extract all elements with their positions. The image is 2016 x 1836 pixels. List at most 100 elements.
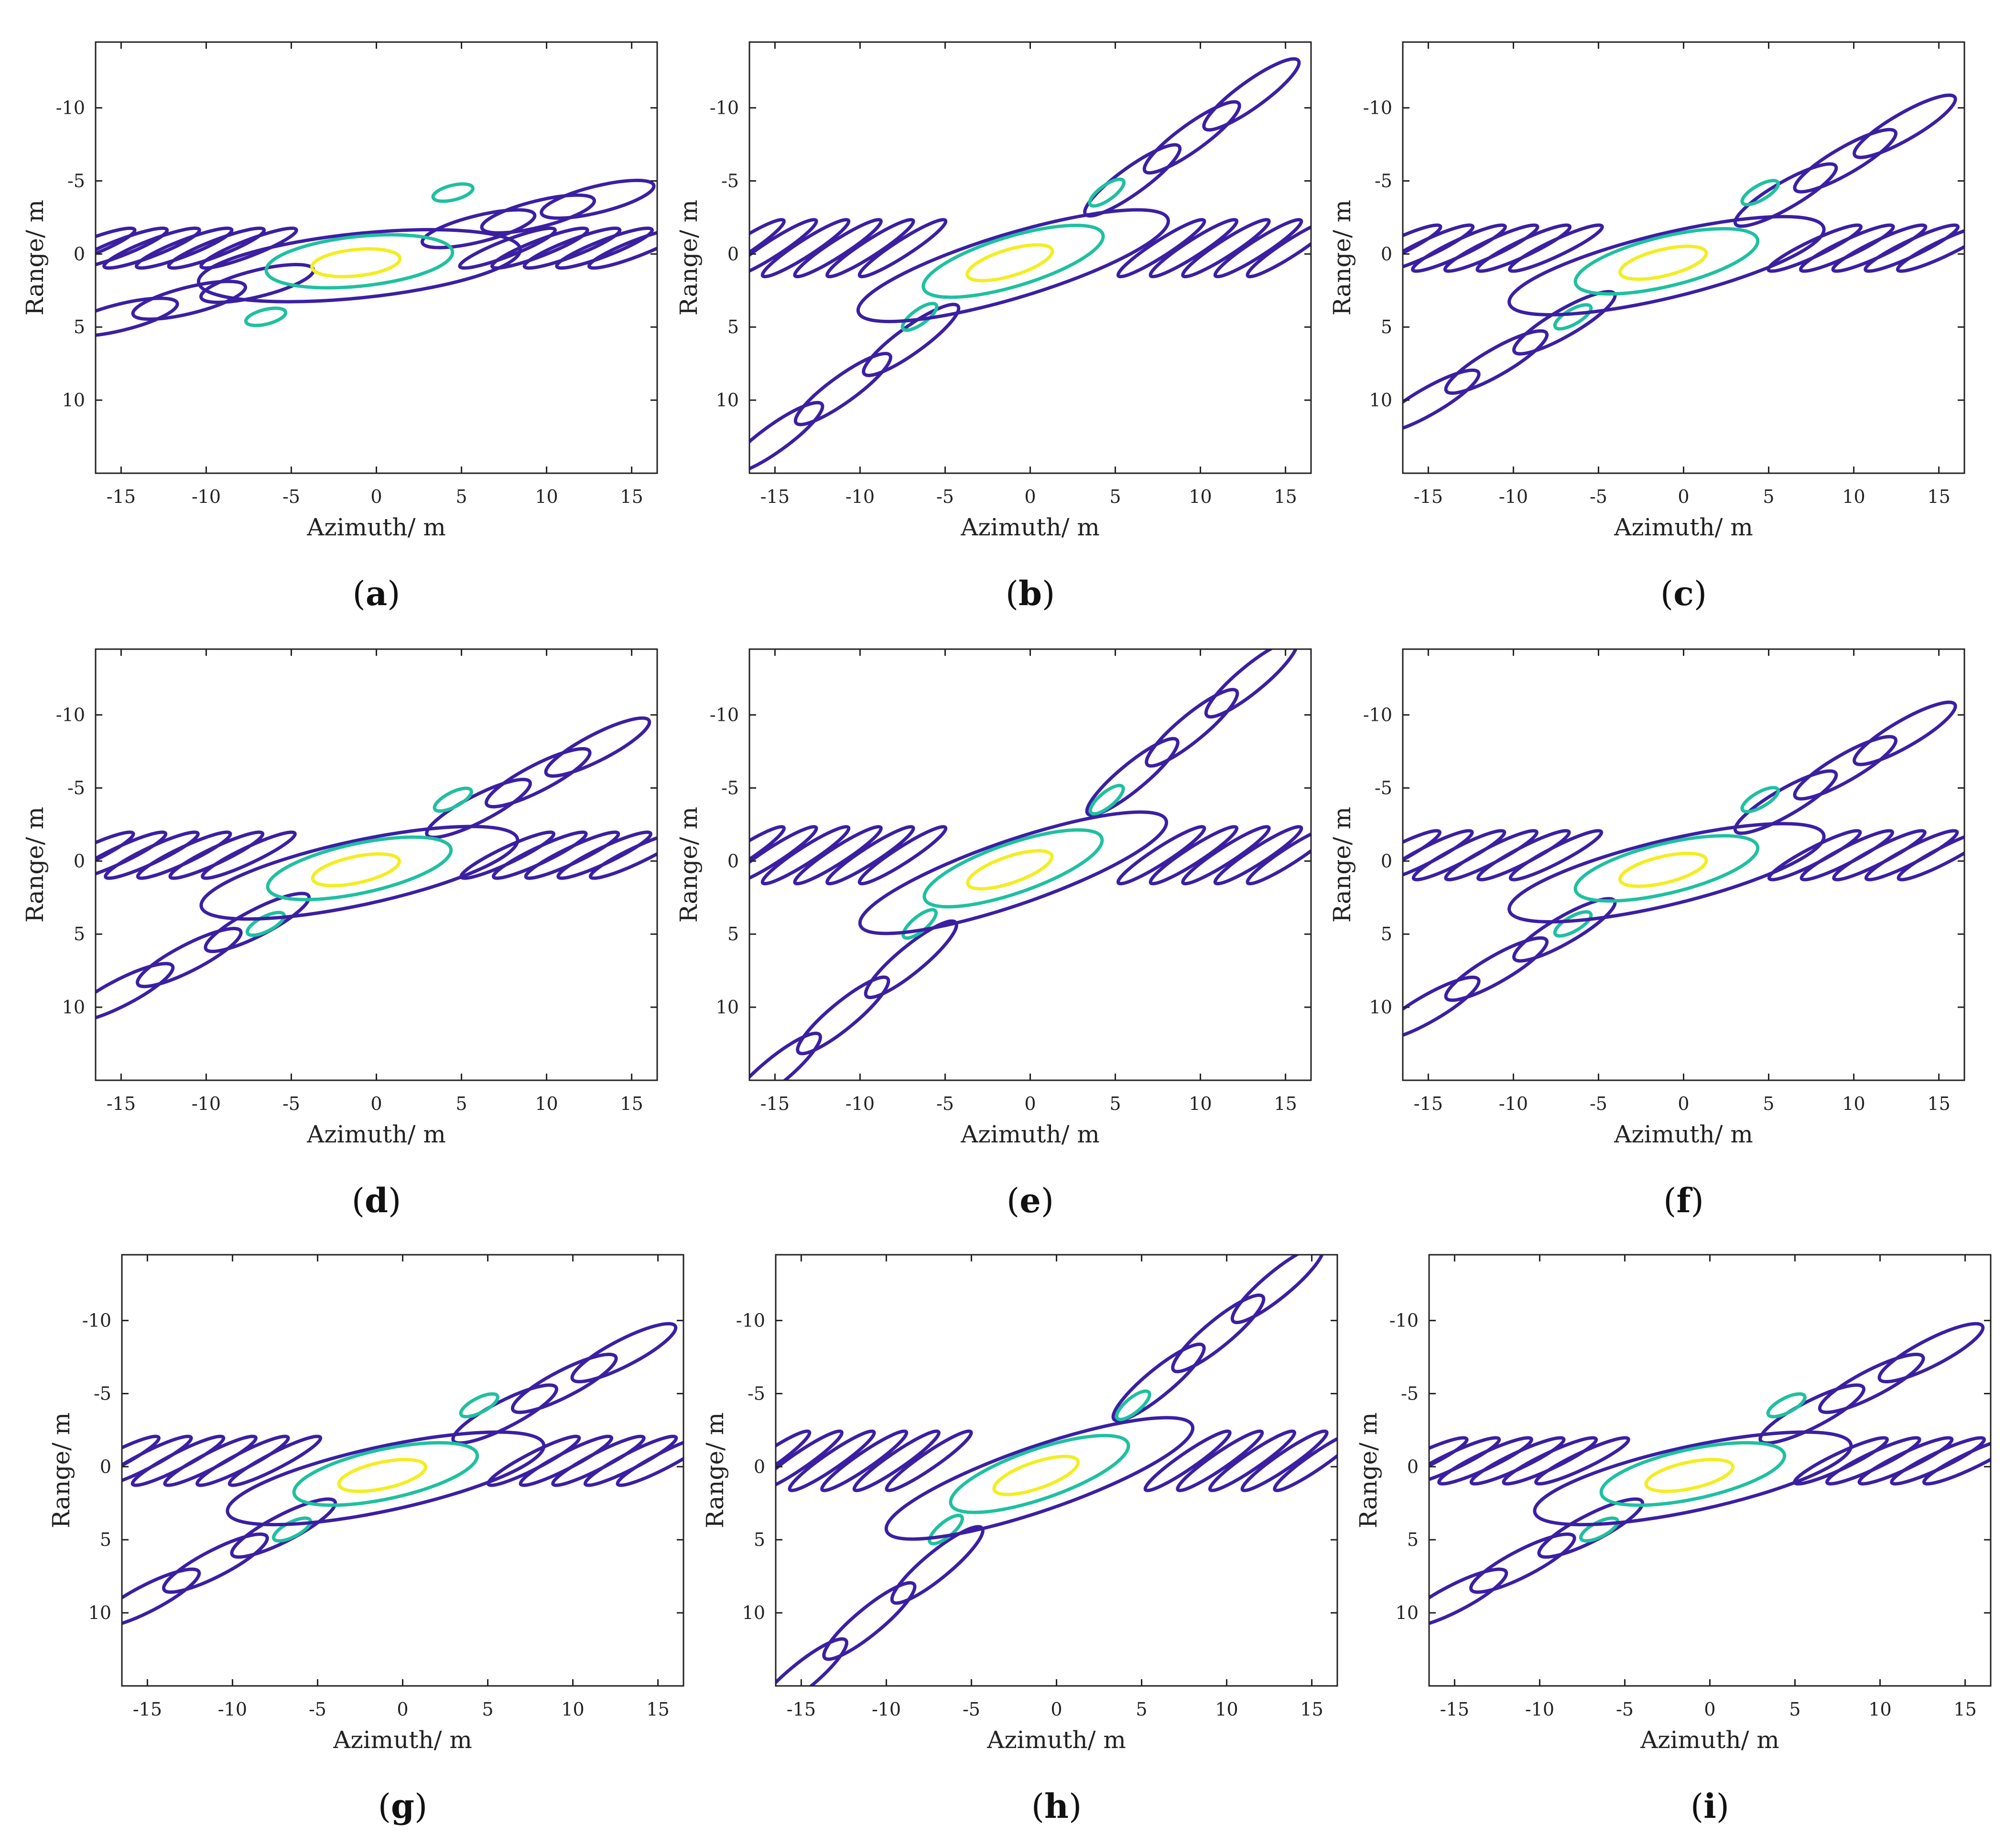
x-tick-label: 5 [455,1093,467,1114]
mainlobe-peak-contour [966,849,1054,891]
panel-caption-e: (e) [1006,1181,1054,1220]
y-tick-label: 5 [1381,316,1392,337]
x-tick-label: -10 [872,1699,901,1720]
diagonal-sidelobe-contour [204,891,311,953]
x-tick-label: 10 [1189,1093,1212,1114]
mainlobe-mid-contour [264,233,455,290]
x-tick-label: -15 [133,1699,162,1720]
sidelobe-contour [1246,825,1311,886]
y-tick-label: 10 [1369,997,1392,1018]
x-tick-label: -10 [192,1093,221,1114]
secondary-lobe-contour [431,182,475,203]
panel-caption-g: (g) [378,1786,428,1826]
y-tick-label: -5 [1375,170,1392,191]
diagonal-sidelobe-contour [484,747,592,809]
diagonal-sidelobe-contour [540,178,656,220]
sidelobe-contour [201,830,297,880]
x-tick-label: 5 [1789,1699,1800,1720]
x-axis-label: Azimuth/ m [960,513,1100,541]
diagonal-sidelobe-contour [1142,100,1241,175]
chart-panel-i: -15 -10 -5 0 5 10 15 -10 -5 0 5 10 Azimuth/ m Range/ … [1355,1254,1992,1754]
y-tick-label: 0 [74,850,85,871]
secondary-lobe-contour [1553,910,1593,938]
y-tick-label: 5 [1381,923,1392,945]
y-tick-label: -5 [721,170,739,191]
y-tick-label: 5 [1407,1529,1419,1550]
main-region-contour [226,1430,546,1527]
mainlobe-peak-contour [1618,851,1708,888]
y-tick-label: -10 [1363,705,1392,726]
sidelobe-contour [490,227,589,270]
diagonal-sidelobe-contour [1230,1255,1325,1325]
diagonal-sidelobe-contour [822,1581,917,1661]
sidelobe-contour [749,218,786,279]
main-region-contour [1507,822,1826,923]
y-tick-label: 10 [88,1602,111,1623]
y-axis-label: Range/ m [21,807,49,923]
chart-panel-d: -15 -10 -5 0 5 10 15 -10 -5 0 5 10 Azimuth/ m Range/ … [21,648,658,1148]
diagonal-sidelobe-contour [1145,688,1239,768]
diagonal-sidelobe-contour [1818,1352,1925,1414]
x-tick-label: -10 [218,1699,247,1720]
diagonal-sidelobe-contour [1793,128,1898,194]
y-tick-label: 10 [1369,390,1392,411]
mainlobe-mid-contour [1573,834,1760,903]
secondary-lobe-contour [1740,179,1780,206]
x-tick-label: -5 [282,486,300,507]
x-axis-label: Azimuth/ m [1614,513,1753,541]
x-tick-label: 10 [1189,486,1212,507]
sidelobe-contour [1116,218,1206,279]
sidelobe-contour [587,227,657,270]
sidelobe-contour [1897,829,1964,881]
sidelobe-contour [167,227,266,270]
diagonal-sidelobe-contour [425,778,532,839]
sidelobe-contour [1181,218,1271,279]
x-tick-label: 0 [370,1093,382,1114]
sidelobe-contour [1534,1436,1630,1486]
diagonal-sidelobe-contour [451,1383,558,1445]
sidelobe-contour [1149,218,1239,279]
sidelobe-contour [1922,1436,1991,1486]
x-axis-label: Azimuth/ m [333,1726,472,1754]
x-tick-label: -15 [107,486,136,507]
main-region-contour [1533,1430,1853,1527]
sidelobe-contour [1143,1429,1232,1492]
diagonal-sidelobe-contour [131,280,248,321]
sidelobe-contour [555,227,654,270]
y-tick-label: 5 [727,316,739,337]
diagonal-sidelobe-contour [122,1567,201,1629]
panel-caption-i: (i) [1690,1786,1730,1826]
panel-caption-h: (h) [1031,1786,1082,1826]
sidelobe-contour [793,218,883,279]
mainlobe-mid-contour [922,828,1104,909]
y-tick-label: 5 [74,923,85,945]
diagonal-sidelobe-contour [1877,1322,1985,1383]
diagonal-sidelobe-contour [1853,93,1957,159]
sidelobe-contour [1116,825,1206,886]
diagonal-sidelobe-contour [862,303,961,377]
mainlobe-mid-contour [1599,1441,1787,1507]
chart-panel-h: -15 -10 -5 0 5 10 15 -10 -5 0 5 10 Azimuth/ m Range/ … [701,1254,1338,1754]
chart-panel-e: -15 -10 -5 0 5 10 15 -10 -5 0 5 10 Azimuth/ m Range/ … [675,648,1312,1148]
x-axis-label: Azimuth/ m [306,1120,446,1148]
sidelobe-contour [134,227,234,270]
x-tick-label: -15 [787,1699,816,1720]
x-tick-label: 0 [397,1699,408,1720]
x-tick-label: -15 [760,486,790,507]
diagonal-sidelobe-contour [230,1497,337,1559]
main-region-contour [196,228,522,304]
x-tick-label: 10 [535,486,558,507]
y-tick-label: -10 [82,1310,111,1331]
diagonal-sidelobe-contour [1537,1497,1645,1559]
x-tick-label: 0 [1678,486,1689,507]
diagonal-sidelobe-contour [793,352,892,426]
x-tick-label: 15 [620,486,643,507]
mainlobe-peak-contour [337,1458,427,1493]
x-tick-label: -15 [1414,1093,1443,1114]
sidelobe-contour [1273,1429,1337,1492]
sidelobe-contour [788,1429,876,1492]
mainlobe-mid-contour [292,1441,479,1507]
y-tick-label: -10 [1363,98,1392,119]
y-axis-label: Range/ m [21,200,49,316]
y-axis-label: Range/ m [675,200,703,316]
